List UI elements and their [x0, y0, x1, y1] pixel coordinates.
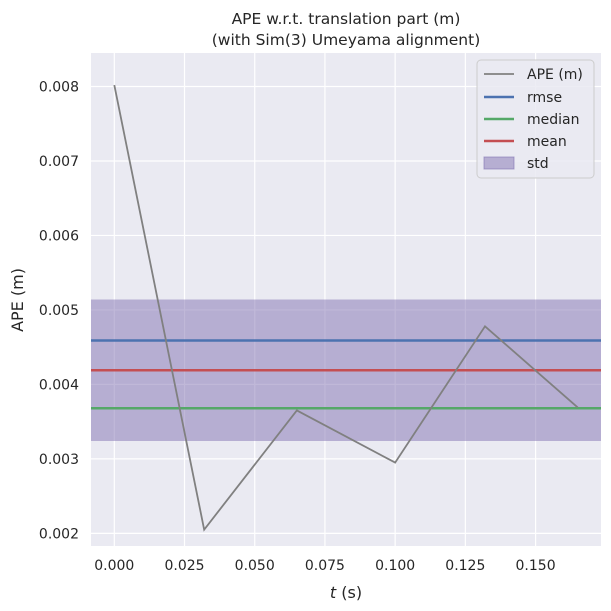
x-tick-label-5: 0.125	[445, 558, 485, 574]
series-group	[113, 84, 579, 532]
x-tick-label-0: 0.000	[94, 558, 134, 574]
legend-label-rmse: rmse	[527, 90, 562, 106]
chart-title-line1: APE w.r.t. translation part (m)	[232, 10, 461, 28]
chart-title-line2: (with Sim(3) Umeyama alignment)	[212, 31, 481, 49]
reference-lines-group	[91, 339, 601, 410]
x-axis-label: t (s)	[330, 583, 362, 602]
y-tick-label-2: 0.004	[39, 377, 79, 393]
legend-box	[476, 59, 595, 179]
y-tick-label-4: 0.006	[39, 228, 79, 244]
legend: APE (m) rmse median mean std	[476, 59, 595, 179]
x-tick-label-4: 0.100	[375, 558, 415, 574]
y-tick-label-6: 0.008	[39, 80, 79, 96]
y-tick-label-0: 0.002	[39, 526, 79, 542]
y-tick-label-3: 0.005	[39, 303, 79, 319]
x-tick-label-6: 0.150	[516, 558, 556, 574]
x-tick-labels: 0.000 0.025 0.050 0.075 0.100 0.125 0.150	[94, 558, 555, 574]
y-tick-label-5: 0.007	[39, 154, 79, 170]
ape-series-line	[113, 84, 579, 532]
y-axis-label: APE (m)	[8, 268, 27, 332]
legend-label-median: median	[527, 112, 579, 128]
x-axis-label-rest: (s)	[336, 583, 362, 602]
y-tick-labels: 0.002 0.003 0.004 0.005 0.006 0.007 0.008	[39, 80, 79, 543]
x-tick-label-3: 0.075	[305, 558, 345, 574]
x-axis-label-italic: t	[330, 583, 337, 602]
x-tick-label-1: 0.025	[164, 558, 204, 574]
legend-label-APE (m): APE (m)	[527, 67, 583, 83]
y-tick-label-1: 0.003	[39, 452, 79, 468]
legend-label-std: std	[527, 156, 549, 172]
legend-swatch-std	[483, 156, 515, 170]
legend-label-mean: mean	[527, 134, 567, 150]
x-tick-label-2: 0.050	[235, 558, 275, 574]
